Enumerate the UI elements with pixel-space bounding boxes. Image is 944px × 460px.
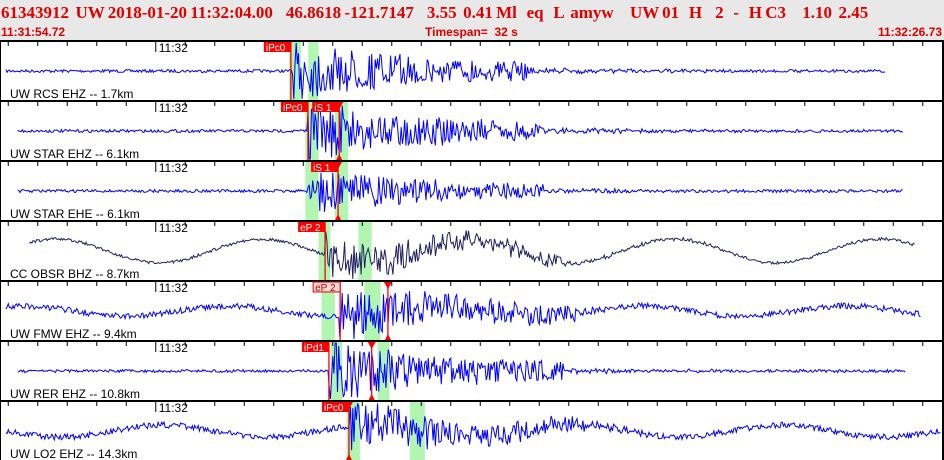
waveform-panels[interactable]: 11:32 iPc0 UW RCS EHZ -- 1.7km 11:32 iPc0 iS … xyxy=(0,40,944,460)
channel-panel[interactable]: 11:32 eP 2 UW FMW EHZ -- 9.4km xyxy=(0,280,944,341)
time-window xyxy=(377,340,390,400)
pick-marker-icon[interactable] xyxy=(383,282,392,289)
seismogram-trace xyxy=(5,291,921,340)
pick-flag[interactable] xyxy=(321,402,349,412)
time-window xyxy=(410,400,425,460)
pick-flag[interactable] xyxy=(280,102,308,112)
time-window xyxy=(321,280,335,340)
pick-marker-icon[interactable] xyxy=(334,162,343,169)
pick-label[interactable]: eP 2 xyxy=(315,283,336,294)
pick-label[interactable]: iS 1 xyxy=(314,103,332,114)
pick-flag[interactable] xyxy=(301,342,329,352)
pick-flag[interactable] xyxy=(312,102,340,112)
seismogram-trace xyxy=(17,342,906,400)
pick-marker-icon[interactable] xyxy=(345,454,352,460)
channel-panel[interactable]: 11:32 iPc0 UW RCS EHZ -- 1.7km xyxy=(0,40,944,101)
pick-label[interactable]: iPc0 xyxy=(266,43,286,54)
pick-marker-icon[interactable] xyxy=(368,394,375,400)
pick-marker-icon[interactable] xyxy=(336,154,343,160)
time-window xyxy=(364,280,381,340)
pick-flag[interactable] xyxy=(311,162,339,172)
event-summary: 61343912 UW 2018-01-20 11:32:04.00 46.86… xyxy=(1,3,869,22)
pick-label[interactable]: iPd1 xyxy=(304,343,324,354)
seismogram-trace xyxy=(5,42,886,100)
pick-label[interactable]: eP 2 xyxy=(300,223,321,234)
pick-label[interactable]: iPc0 xyxy=(324,403,344,414)
pick-flag[interactable] xyxy=(263,42,291,52)
channel-label: UW RCS EHZ -- 1.7km xyxy=(10,87,133,101)
minute-label: 11:32 xyxy=(159,161,188,175)
pick-marker-icon[interactable] xyxy=(344,402,353,409)
channel-label: UW STAR EHE -- 6.1km xyxy=(10,207,140,221)
seismogram-trace xyxy=(5,403,941,451)
channel-panel[interactable]: 11:32 iPc0 UW LO2 EHZ -- 14.3km xyxy=(0,400,944,460)
minute-label: 11:32 xyxy=(159,401,188,415)
minute-label: 11:32 xyxy=(159,101,188,115)
channel-label: UW RER EHZ -- 10.8km xyxy=(10,387,140,401)
pick-marker-icon[interactable] xyxy=(335,102,344,109)
start-time: 11:31:54.72 xyxy=(1,25,66,39)
channel-label: UW STAR EHZ -- 6.1km xyxy=(10,147,139,161)
event-header: 61343912 UW 2018-01-20 11:32:04.00 46.86… xyxy=(0,0,944,40)
seismogram-trace xyxy=(17,102,904,160)
time-window xyxy=(330,340,343,400)
end-time: 11:32:26.73 xyxy=(877,25,942,39)
channel-label: UW FMW EHZ -- 9.4km xyxy=(10,327,137,341)
minute-label: 11:32 xyxy=(159,281,188,295)
pick-label[interactable]: iS 1 xyxy=(313,163,331,174)
pick-label[interactable]: iPc0 xyxy=(283,103,303,114)
channel-label: UW LO2 EHZ -- 14.3km xyxy=(10,447,137,460)
pick-flag[interactable] xyxy=(298,222,326,232)
seismogram-trace xyxy=(17,172,903,212)
channel-panel[interactable]: 11:32 eP 2 CC OBSR BHZ -- 8.7km xyxy=(0,220,944,281)
seismogram-trace xyxy=(29,230,915,280)
pick-marker-icon[interactable] xyxy=(384,334,391,340)
pick-flag[interactable] xyxy=(312,281,341,293)
channel-panel[interactable]: 11:32 iS 1 UW STAR EHE -- 6.1km xyxy=(0,160,944,221)
minute-label: 11:32 xyxy=(159,41,188,55)
minute-label: 11:32 xyxy=(159,341,188,355)
pick-marker-icon[interactable] xyxy=(335,214,342,220)
minute-label: 11:32 xyxy=(159,221,188,235)
channel-panel[interactable]: 11:32 iPd1 UW RER EHZ -- 10.8km xyxy=(0,340,944,401)
channel-label: CC OBSR BHZ -- 8.7km xyxy=(10,267,139,281)
timespan-label: Timespan= 32 s xyxy=(425,25,518,39)
pick-marker-icon[interactable] xyxy=(367,342,376,349)
channel-panel[interactable]: 11:32 iPc0 iS 1 UW STAR EHZ -- 6.1km xyxy=(0,100,944,161)
